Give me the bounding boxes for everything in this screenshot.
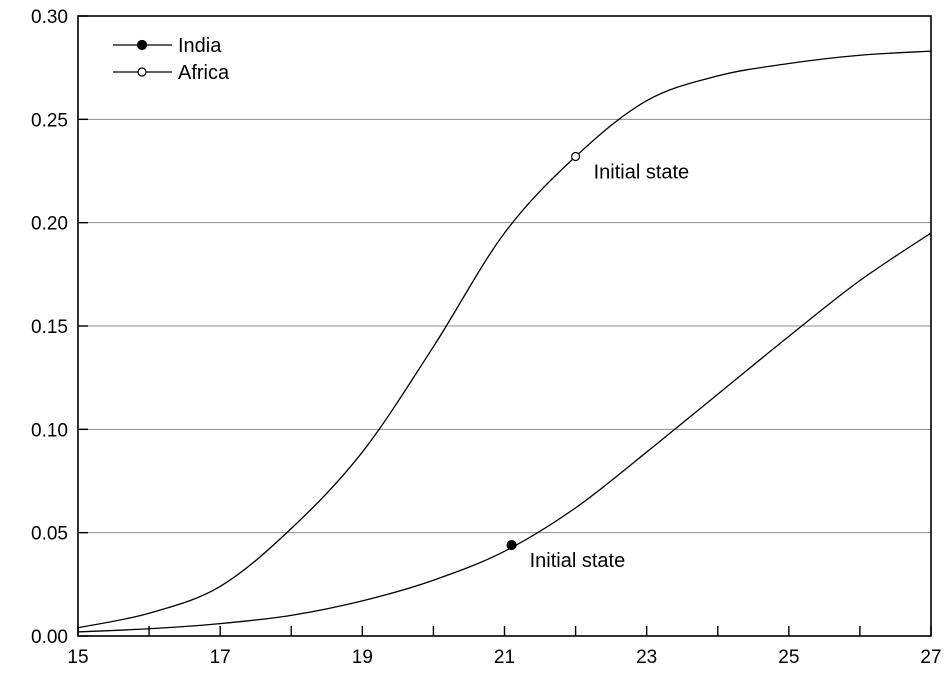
grid-lines [78, 118, 931, 534]
x-tick-label: 21 [494, 647, 515, 668]
legend-marker-india [136, 39, 148, 51]
series-lines [77, 50, 932, 633]
y-tick-label: 0.30 [31, 7, 68, 28]
x-tick-label: 19 [352, 647, 373, 668]
x-tick-label: 17 [210, 647, 231, 668]
y-tick-label: 0.00 [31, 627, 68, 648]
y-tick-label: 0.05 [31, 524, 68, 545]
legend: India Africa [113, 35, 230, 84]
series-line-india [77, 232, 932, 633]
initial-state-label-africa: Initial state [594, 162, 690, 184]
y-tick-label: 0.25 [31, 110, 68, 131]
legend-label-africa: Africa [178, 62, 230, 84]
x-tick-label: 25 [778, 647, 799, 668]
y-tick-label: 0.10 [31, 420, 68, 441]
y-tick-label: 0.20 [31, 214, 68, 235]
series-line-africa [77, 50, 932, 629]
annotations: Initial state Initial state [506, 151, 690, 572]
legend-label-india: India [178, 35, 222, 57]
legend-marker-africa [137, 67, 147, 77]
initial-state-marker-africa [570, 151, 581, 162]
x-tick-label: 15 [67, 647, 88, 668]
x-tick-label: 27 [920, 647, 941, 668]
initial-state-marker-india [506, 539, 517, 551]
x-tick-label: 23 [636, 647, 657, 668]
initial-state-label-india: Initial state [530, 550, 626, 572]
axis-ticks: 0.00 0.05 0.10 0.15 0.20 0.25 0.30 15 17 19 21 23 25… [31, 7, 942, 668]
y-tick-label: 0.15 [31, 317, 68, 338]
